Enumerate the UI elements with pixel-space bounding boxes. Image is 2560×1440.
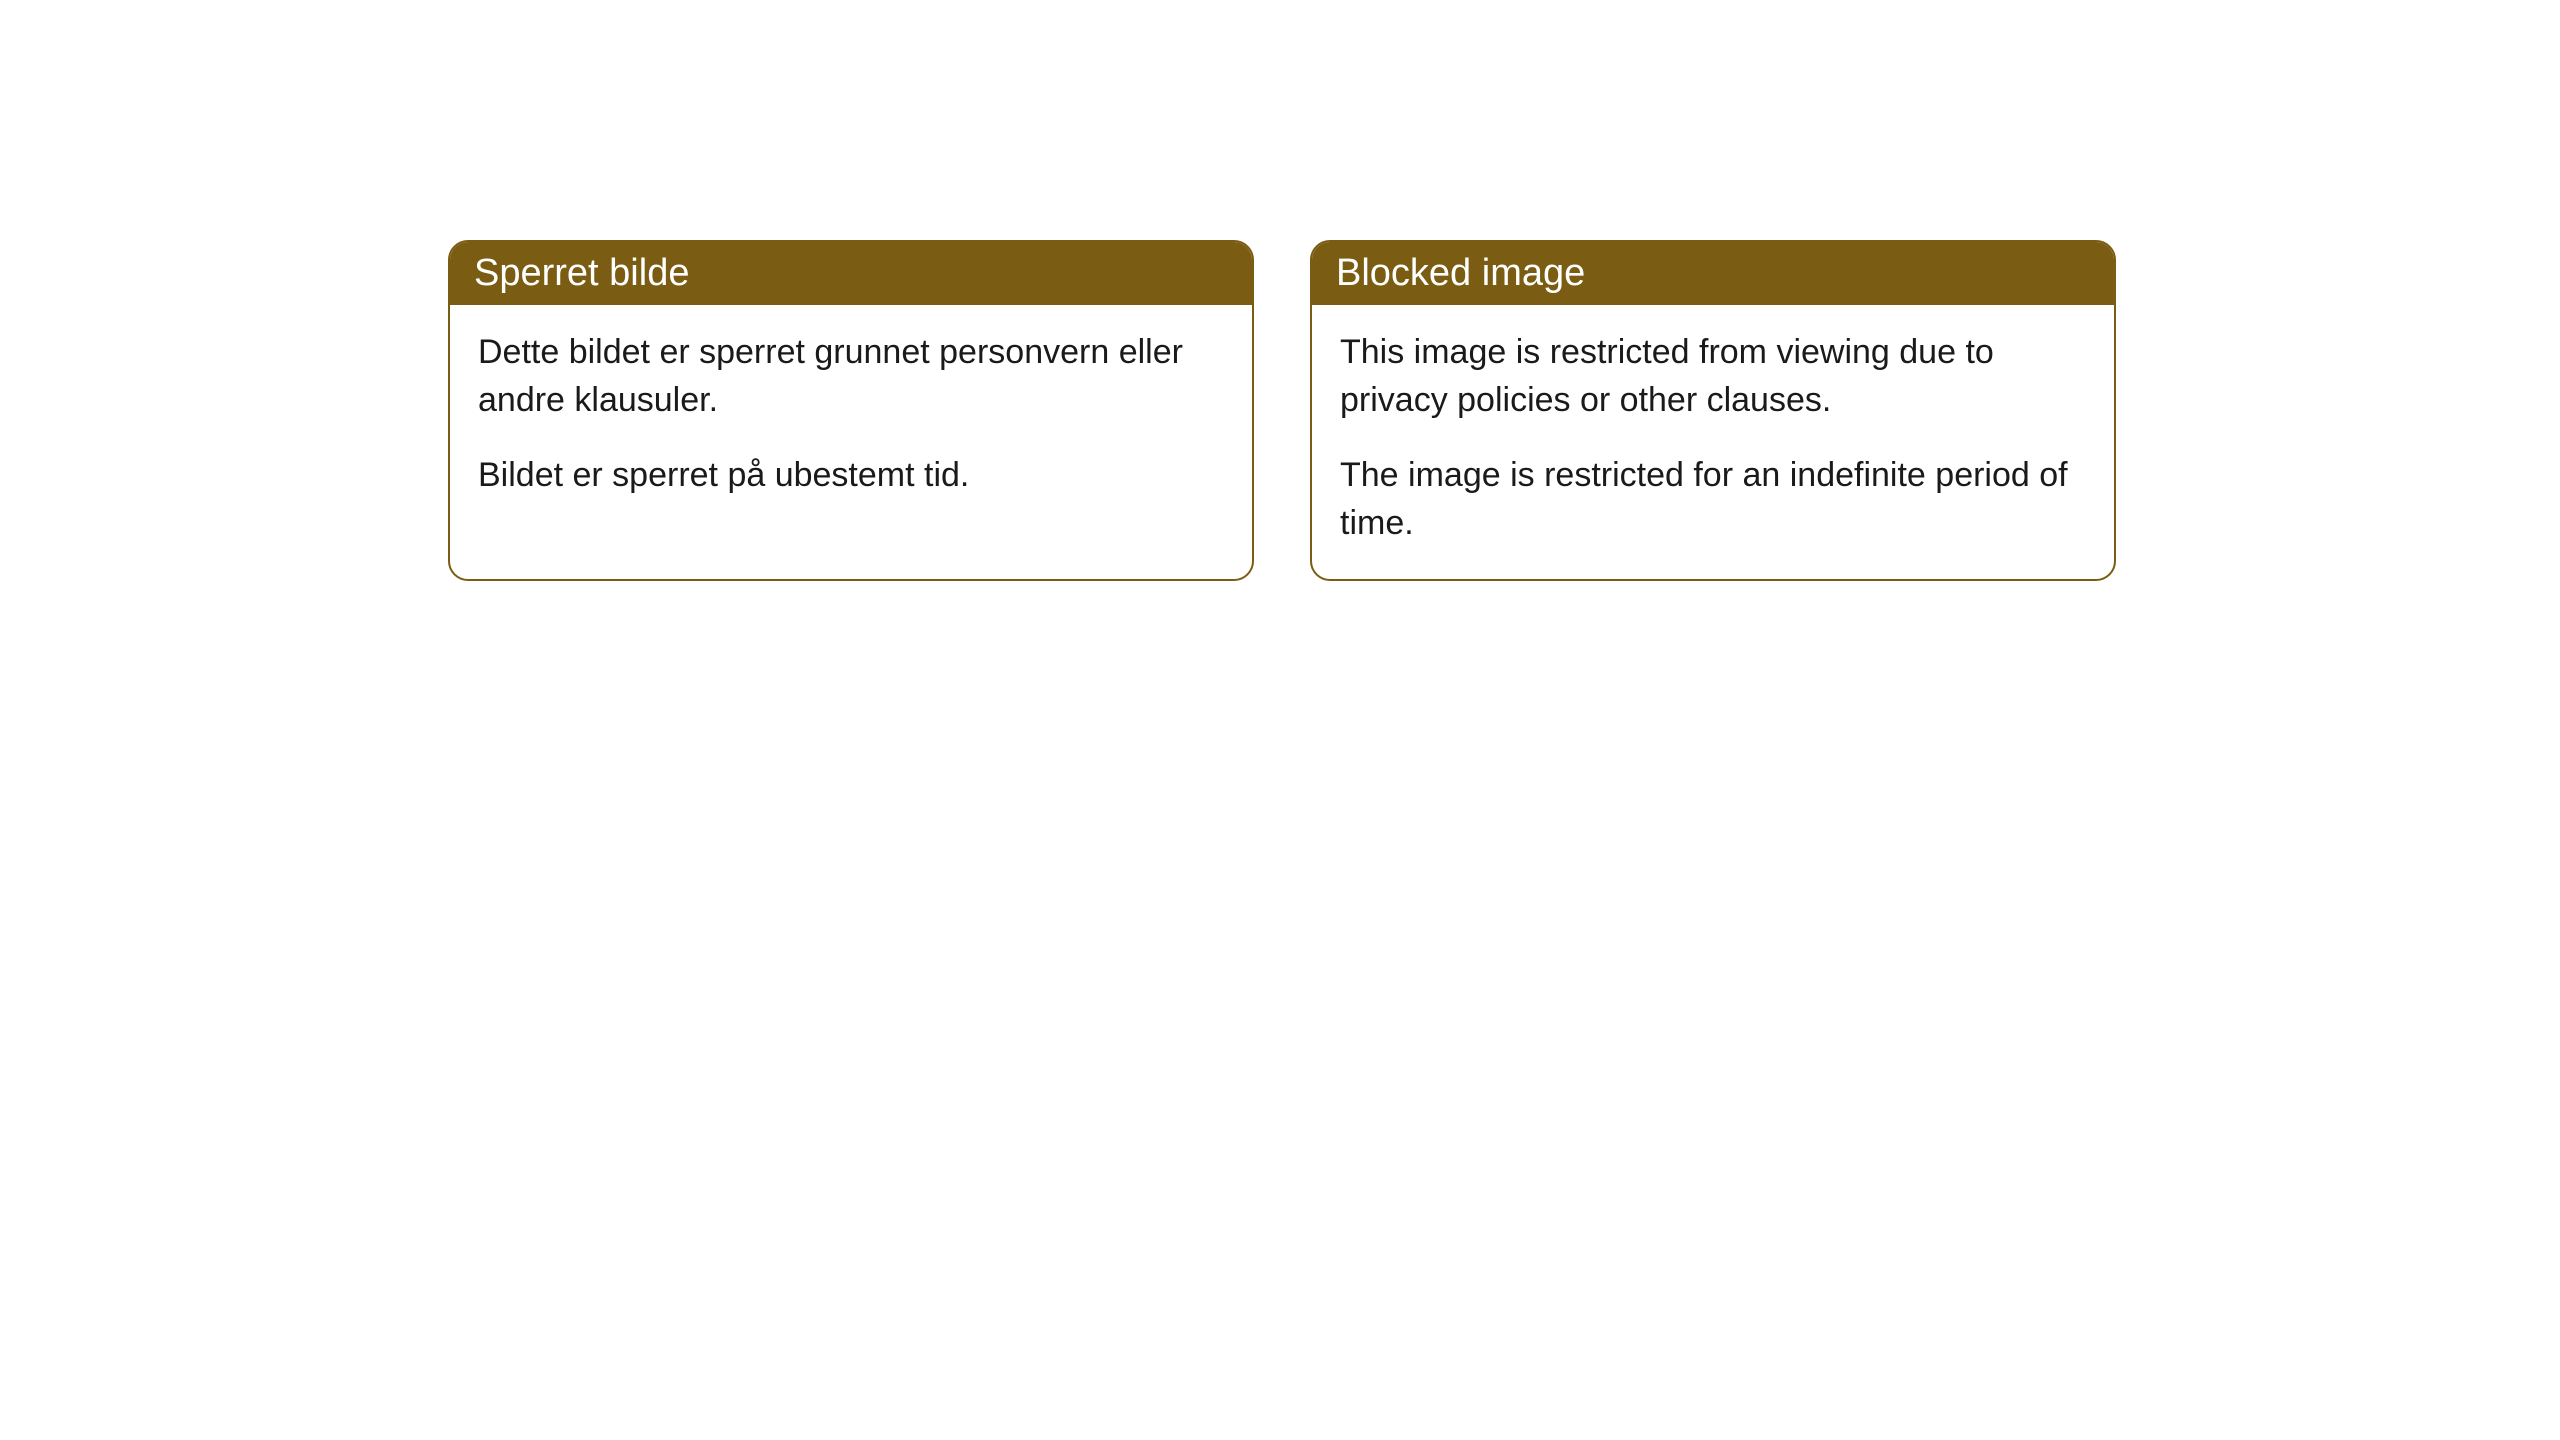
card-body-norwegian: Dette bildet er sperret grunnet personve… <box>450 305 1252 532</box>
card-paragraph: The image is restricted for an indefinit… <box>1340 452 2086 547</box>
card-header-english: Blocked image <box>1312 242 2114 305</box>
notice-card-english: Blocked image This image is restricted f… <box>1310 240 2116 581</box>
card-body-english: This image is restricted from viewing du… <box>1312 305 2114 579</box>
card-paragraph: Dette bildet er sperret grunnet personve… <box>478 329 1224 424</box>
notice-cards-container: Sperret bilde Dette bildet er sperret gr… <box>448 240 2116 581</box>
card-paragraph: Bildet er sperret på ubestemt tid. <box>478 452 1224 500</box>
notice-card-norwegian: Sperret bilde Dette bildet er sperret gr… <box>448 240 1254 581</box>
card-header-norwegian: Sperret bilde <box>450 242 1252 305</box>
card-paragraph: This image is restricted from viewing du… <box>1340 329 2086 424</box>
